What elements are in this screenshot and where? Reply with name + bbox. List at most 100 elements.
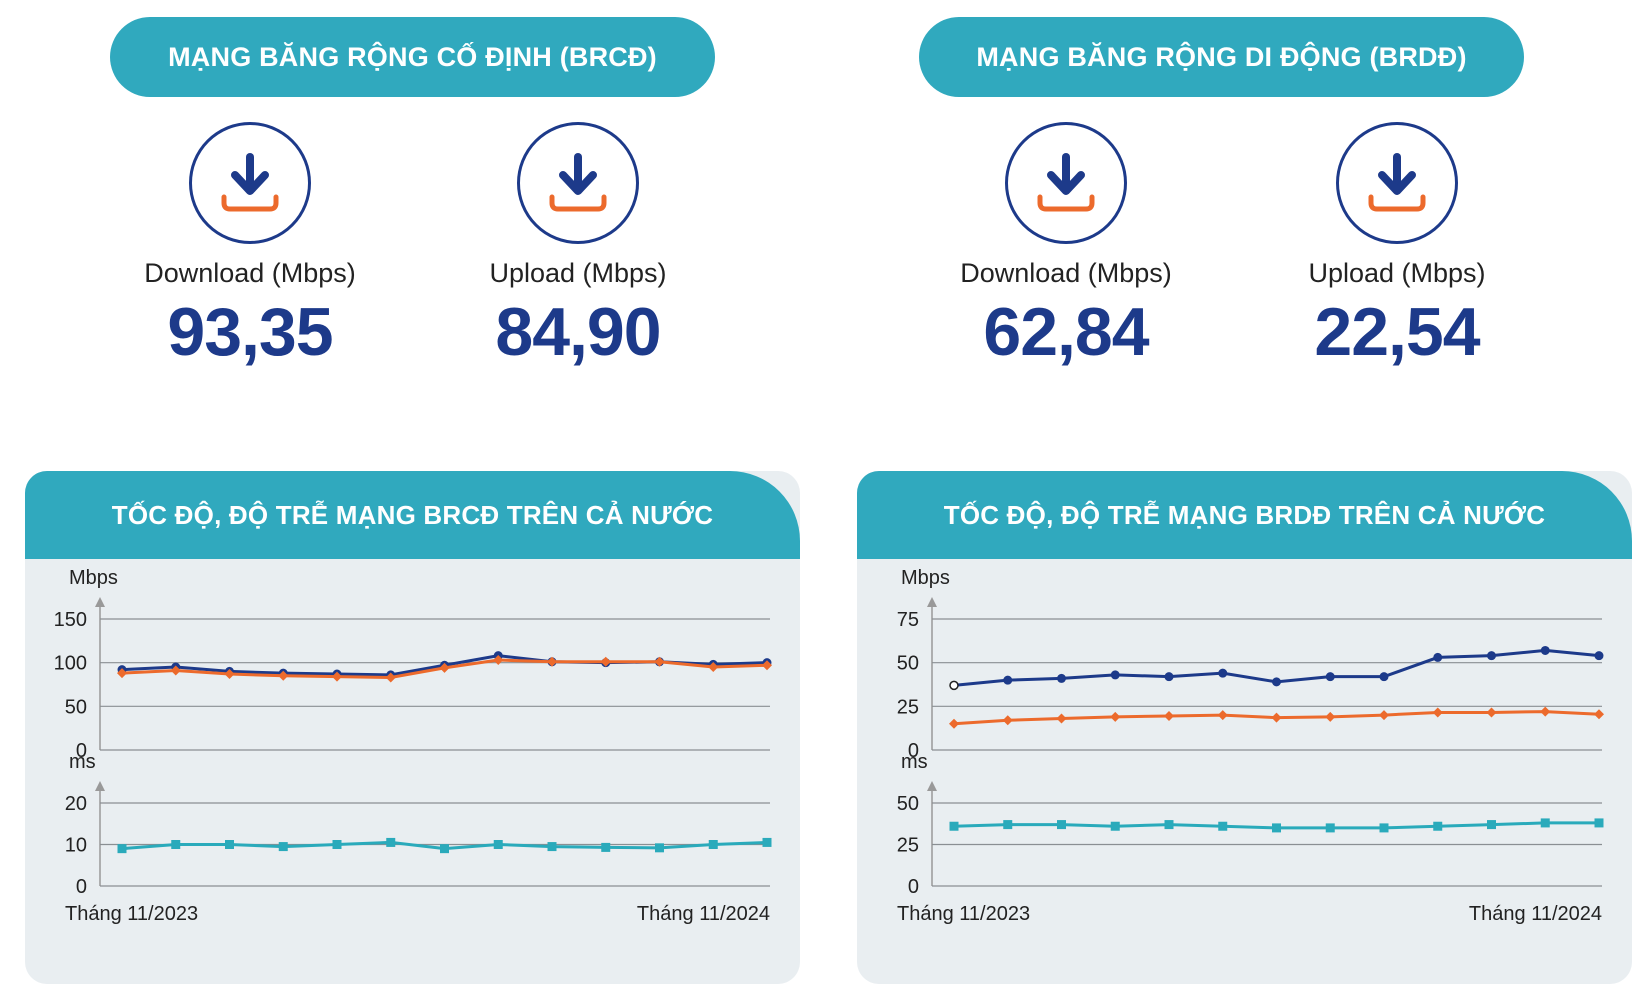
data-point [1594, 709, 1604, 720]
data-point [1325, 672, 1335, 682]
data-point [493, 655, 504, 666]
data-point [1433, 652, 1443, 662]
download-icon [1005, 122, 1127, 244]
data-point [117, 844, 127, 854]
tick-label: 0 [76, 876, 87, 898]
data-point [278, 842, 288, 852]
data-point [171, 840, 181, 849]
x-end-label: Tháng 11/2024 [1469, 903, 1602, 925]
tick-label: 50 [897, 793, 919, 815]
data-point [1594, 651, 1604, 661]
data-point [949, 821, 959, 831]
data-point [1110, 821, 1120, 831]
data-point [708, 840, 718, 849]
data-point [1272, 677, 1281, 687]
tick-label: 0 [76, 740, 87, 762]
data-point [600, 656, 611, 667]
data-point [1379, 672, 1389, 682]
data-point [225, 840, 234, 849]
download-icon [517, 122, 639, 244]
download-icon [1336, 122, 1458, 244]
tick-label: 150 [54, 609, 87, 631]
data-point [1164, 820, 1174, 830]
data-point [1217, 710, 1228, 721]
data-point [1056, 713, 1067, 724]
data-point [332, 840, 342, 849]
data-point [332, 671, 342, 682]
data-point [1594, 818, 1604, 828]
data-point [385, 672, 396, 683]
mobile-download-label: Download (Mbps) [960, 258, 1172, 288]
data-point [1003, 820, 1013, 830]
data-point [949, 680, 959, 691]
fixed-download-label: Download (Mbps) [144, 258, 356, 288]
data-point [949, 718, 959, 729]
data-point [601, 842, 611, 852]
data-point [1487, 820, 1496, 830]
data-point [170, 665, 181, 676]
data-point [1002, 715, 1013, 726]
mobile-upload-metric: Upload (Mbps) 22,54 [1247, 122, 1547, 371]
data-point [1325, 711, 1336, 722]
data-point [1540, 645, 1550, 655]
latency-unit-label: ms [901, 751, 928, 773]
x-end-label: Tháng 11/2024 [637, 903, 770, 925]
data-point [547, 842, 557, 852]
data-point [1486, 707, 1497, 718]
tick-label: 75 [897, 609, 919, 631]
data-point [1057, 673, 1066, 683]
data-point [1057, 820, 1066, 830]
data-point [440, 844, 449, 854]
download-icon [189, 122, 311, 244]
data-point [1164, 672, 1174, 682]
fixed-chart-panel: TỐC ĐỘ, ĐỘ TRỄ MẠNG BRCĐ TRÊN CẢ NƯỚC Mb… [25, 471, 800, 984]
data-point [1110, 670, 1120, 680]
data-point [1379, 710, 1389, 721]
mobile-upload-label: Upload (Mbps) [1308, 258, 1486, 288]
data-point [762, 660, 772, 671]
tick-label: 0 [908, 740, 919, 762]
data-point [386, 837, 396, 847]
mobile-download-value: 62,84 [983, 294, 1149, 370]
data-point [1272, 823, 1281, 833]
data-point [1379, 823, 1389, 833]
tick-label: 25 [897, 696, 919, 718]
data-point [708, 662, 719, 673]
data-point [1110, 711, 1121, 722]
data-point [1271, 712, 1282, 723]
fixed-network-title: MẠNG BĂNG RỘNG CỐ ĐỊNH (BRCĐ) [110, 17, 715, 97]
mobile-chart-panel: TỐC ĐỘ, ĐỘ TRỄ MẠNG BRDĐ TRÊN CẢ NƯỚC Mb… [857, 471, 1632, 984]
tick-label: 25 [897, 835, 919, 857]
data-point [1325, 823, 1335, 833]
data-point [1218, 821, 1228, 831]
mobile-network-title: MẠNG BĂNG RỘNG DI ĐỘNG (BRDĐ) [919, 17, 1524, 97]
x-start-label: Tháng 11/2023 [897, 903, 1030, 925]
latency-unit-label: ms [69, 751, 96, 773]
speed-unit-label: Mbps [901, 567, 950, 589]
tick-label: 100 [54, 653, 87, 675]
tick-label: 50 [65, 696, 87, 718]
fixed-download-value: 93,35 [167, 294, 333, 370]
mobile-upload-value: 22,54 [1314, 294, 1480, 370]
tick-label: 50 [897, 653, 919, 675]
data-point [117, 668, 127, 679]
fixed-download-metric: Download (Mbps) 93,35 [100, 122, 400, 371]
data-point [655, 843, 664, 853]
tick-label: 20 [65, 793, 87, 815]
fixed-upload-value: 84,90 [495, 294, 661, 370]
tick-label: 10 [65, 835, 87, 857]
fixed-upload-label: Upload (Mbps) [489, 258, 667, 288]
data-point [1540, 818, 1550, 828]
data-point [1164, 710, 1174, 721]
data-point [654, 656, 665, 667]
mobile-download-metric: Download (Mbps) 62,84 [916, 122, 1216, 371]
data-point [439, 662, 450, 673]
data-point [1540, 706, 1551, 717]
tick-label: 0 [908, 876, 919, 898]
data-point [1487, 651, 1496, 661]
data-point [1432, 707, 1443, 718]
data-point [547, 656, 557, 667]
data-point [1433, 821, 1443, 831]
